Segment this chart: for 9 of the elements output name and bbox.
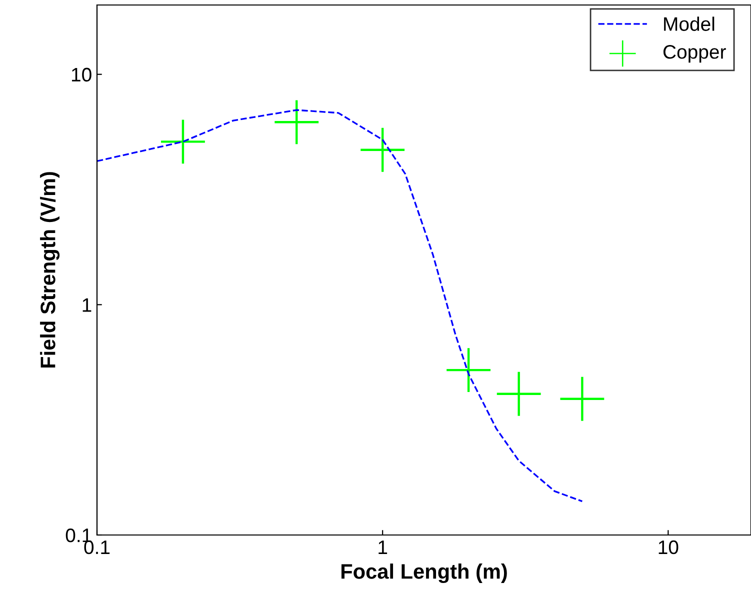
legend-label: Model [664,16,714,31]
x-tick-label: 1 [378,540,388,554]
legend-label: Copper [663,45,726,63]
y-tick-label: 10 [72,68,92,82]
x-tick-label: 10 [658,540,678,554]
y-tick-label: 0.1 [66,528,92,542]
y-tick-label: 1 [82,298,92,312]
x-axis-title: Focal Length (m) [341,564,507,584]
y-axis-title: Field Strength (V/m) [40,172,60,368]
